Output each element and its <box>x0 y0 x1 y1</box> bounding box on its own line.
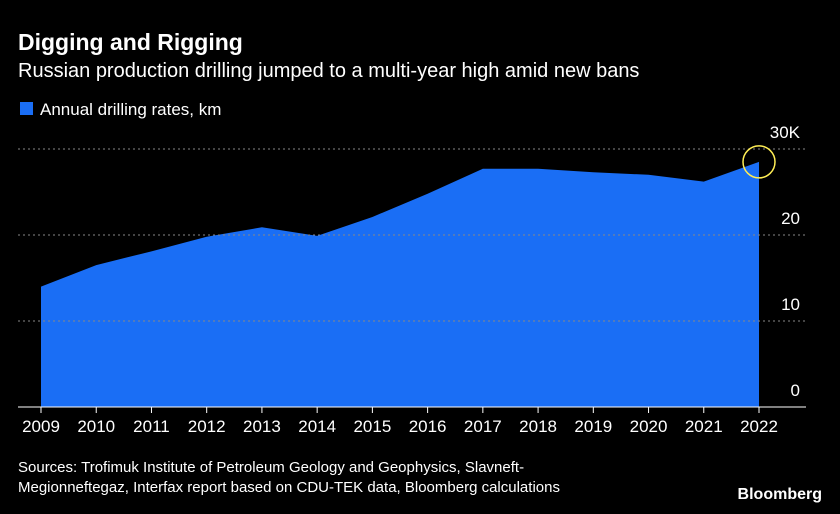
y-tick-label: 30K <box>770 123 801 142</box>
area <box>41 161 759 407</box>
x-tick-label: 2016 <box>409 417 447 436</box>
x-tick-label: 2013 <box>243 417 281 436</box>
x-tick-label: 2021 <box>685 417 723 436</box>
x-tick-label: 2011 <box>133 417 170 436</box>
brand-logo: Bloomberg <box>738 486 822 503</box>
legend-swatch <box>20 102 33 115</box>
legend-label: Annual drilling rates, km <box>40 100 221 119</box>
x-tick-label: 2014 <box>298 417 336 436</box>
y-tick-label: 20 <box>781 209 800 228</box>
x-tick-label: 2020 <box>630 417 668 436</box>
chart-title: Digging and Rigging <box>18 29 243 55</box>
x-tick-label: 2010 <box>77 417 115 436</box>
source-text: Sources: Trofimuk Institute of Petroleum… <box>18 459 524 476</box>
highlight-circle <box>742 145 776 179</box>
x-tick-label: 2019 <box>574 417 612 436</box>
y-tick-label: 10 <box>781 295 800 314</box>
x-tick-label: 2022 <box>740 417 778 436</box>
chart-subtitle: Russian production drilling jumped to a … <box>18 60 639 82</box>
x-tick-label: 2017 <box>464 417 502 436</box>
y-tick-label: 0 <box>791 381 800 400</box>
x-tick-label: 2015 <box>353 417 391 436</box>
source-text: Megionneftegaz, Interfax report based on… <box>18 479 560 496</box>
x-tick-label: 2018 <box>519 417 557 436</box>
x-tick-label: 2012 <box>188 417 226 436</box>
x-tick-label: 2009 <box>22 417 60 436</box>
